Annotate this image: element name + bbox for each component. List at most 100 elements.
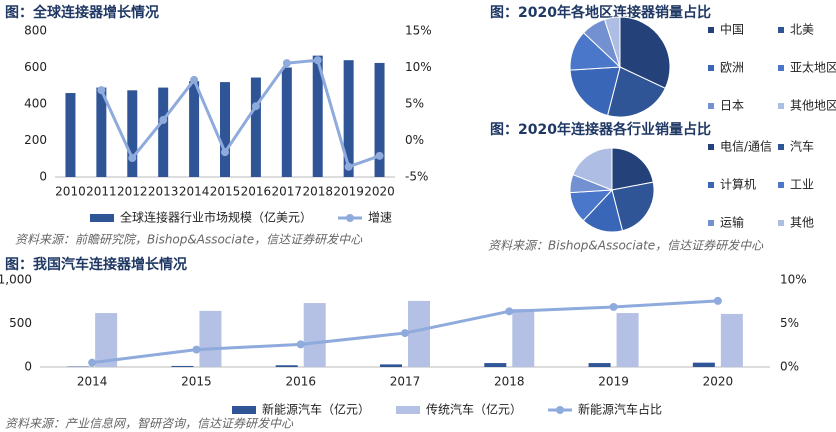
line-point [251,102,260,111]
pie-slice [569,66,621,117]
legend-label: 欧洲 [720,61,744,75]
line-point [713,296,722,305]
legend-label: 电信/通信 [720,140,772,154]
legend-label: 汽车 [790,139,814,154]
bar [616,313,639,367]
legend-swatch [708,220,714,226]
x-tick-label: 2014 [179,185,210,199]
bar [374,62,385,177]
x-tick-label: 2017 [272,185,303,199]
line-point [313,56,322,65]
y-tick-label: 600 [24,60,47,74]
bar [95,313,118,367]
legend-swatch [708,27,714,33]
line-point [128,154,137,163]
y-tick-label: 1,000 [0,273,32,287]
y2-tick-label: -5% [405,170,428,184]
line-point [192,345,201,354]
y-tick-label: 500 [9,316,32,330]
legend-label: 亚太地区 [790,60,836,75]
x-tick-label: 2015 [181,375,212,389]
y2-tick-label: 0% [405,133,424,147]
legend-swatch [778,103,784,109]
x-tick-label: 2017 [390,375,421,389]
y2-tick-label: 5% [405,97,424,111]
chart-title: 图：全球连接器增长情况 [5,4,159,21]
x-tick-label: 2011 [86,185,117,199]
x-tick-label: 2019 [333,185,364,199]
legend-label: 全球连接器行业市场规模（亿美元） [120,210,312,225]
bar [303,303,326,367]
legend-swatch [556,406,565,414]
pie-slice [611,147,654,191]
x-tick-label: 2020 [364,185,395,199]
line-point [375,151,384,160]
x-tick-label: 2018 [494,375,525,389]
legend-swatch [778,220,784,226]
legend-swatch [708,182,714,188]
y2-tick-label: 15% [405,24,432,38]
y-tick-label: 0 [39,170,47,184]
y-tick-label: 0 [24,360,32,374]
x-tick-label: 2015 [210,185,241,199]
chart-title: 图：2020年各地区连接器销量占比 [490,4,711,21]
legend-swatch [708,103,714,109]
bar [127,90,138,177]
pie-slice [603,16,621,68]
legend-label: 其他地区 [790,99,836,113]
x-tick-label: 2013 [148,185,179,199]
x-tick-label: 2010 [55,185,86,199]
legend-swatch [778,182,784,188]
chart-title: 图：我国汽车连接器增长情况 [5,256,187,273]
legend-label: 工业 [790,178,814,192]
pie-slice [619,16,671,89]
line-point [88,358,97,367]
legend-swatch [708,65,714,71]
bar [96,87,107,177]
bar [720,313,743,367]
bar [250,77,261,177]
bar [408,300,430,367]
line [99,58,381,169]
line-point [401,329,409,338]
pie-slice [611,181,655,232]
bar [220,82,230,177]
chart-source: 资料来源：前瞻研究院，Bishop&Associate，信达证券研发中心 [15,233,363,247]
line-point [344,162,353,171]
bar [343,60,354,178]
y-tick-label: 400 [24,97,47,111]
chart-source: 资料来源：产业信息网，智研咨询，信达证券研发中心 [5,417,294,431]
legend-label: 日本 [720,99,744,113]
legend-swatch [778,27,784,33]
bar [312,55,323,178]
legend-label: 计算机 [720,177,756,192]
line-point [609,302,618,311]
line-point [159,116,168,125]
bar [588,363,611,367]
x-tick-label: 2019 [598,375,629,389]
line-point [190,75,199,84]
legend-swatch [778,65,784,71]
chart-title: 图：2020年连接器各行业销量占比 [490,121,711,138]
line-point [221,148,229,157]
x-tick-label: 2016 [241,185,272,199]
bar [199,310,222,367]
x-tick-label: 2016 [285,375,316,389]
line-point [296,340,305,349]
legend-swatch [708,144,714,150]
x-tick-label: 2014 [77,375,108,389]
legend-label: 新能源汽车占比 [578,402,662,417]
pie-slice [572,147,613,191]
bar [484,363,507,367]
bar [158,87,169,177]
legend-swatch [232,406,256,414]
y2-tick-label: 5% [780,316,799,330]
legend-swatch [346,214,355,222]
bar [171,365,194,367]
bar [65,93,76,177]
line-point [282,59,291,68]
line-point [505,307,514,316]
legend-swatch [778,144,784,150]
legend-label: 中国 [720,22,744,37]
